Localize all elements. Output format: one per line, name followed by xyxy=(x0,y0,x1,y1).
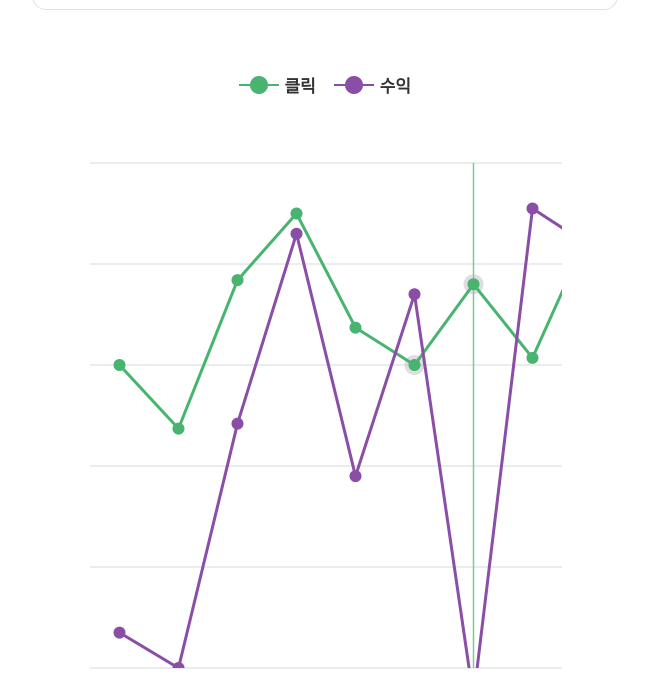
data-point-s1-8 xyxy=(586,241,598,253)
data-point-s0-8 xyxy=(586,221,598,233)
data-point-s0-3 xyxy=(290,207,303,220)
legend-label-clicks: 클릭 xyxy=(284,77,316,97)
data-point-s0-5 xyxy=(408,359,421,371)
data-point-s0-1 xyxy=(172,422,185,435)
legend-marker-clicks xyxy=(238,75,279,94)
data-point-s1-3 xyxy=(290,227,303,240)
legend-dot-clicks xyxy=(249,75,268,94)
data-point-s1-9 xyxy=(645,213,650,225)
legend-label-revenue: 수익 xyxy=(380,77,412,97)
series-line-1 xyxy=(118,207,562,668)
grid-lines xyxy=(90,162,562,669)
data-point-s1-0 xyxy=(113,626,126,639)
data-point-s1-7 xyxy=(526,202,539,215)
legend-item-clicks[interactable]: 클릭 xyxy=(238,72,316,97)
data-point-s0-4 xyxy=(349,321,362,334)
data-point-s0-2 xyxy=(231,274,244,287)
data-point-s0-7 xyxy=(526,351,539,364)
data-point-s0-9 xyxy=(645,253,650,265)
data-point-s1-5 xyxy=(408,288,421,301)
series-line-0 xyxy=(118,212,562,431)
data-point-s1-4 xyxy=(349,470,362,483)
legend-item-revenue[interactable]: 수익 xyxy=(334,72,411,97)
data-point-s0-0 xyxy=(113,359,126,371)
data-point-s1-1 xyxy=(172,662,185,668)
data-point-s1-2 xyxy=(231,417,244,430)
plot-area xyxy=(113,202,650,668)
data-point-s0-6 xyxy=(467,278,480,291)
chart-legend: 클릭 수익 xyxy=(0,72,650,97)
legend-dot-revenue xyxy=(345,75,363,94)
legend-marker-revenue xyxy=(334,75,374,94)
